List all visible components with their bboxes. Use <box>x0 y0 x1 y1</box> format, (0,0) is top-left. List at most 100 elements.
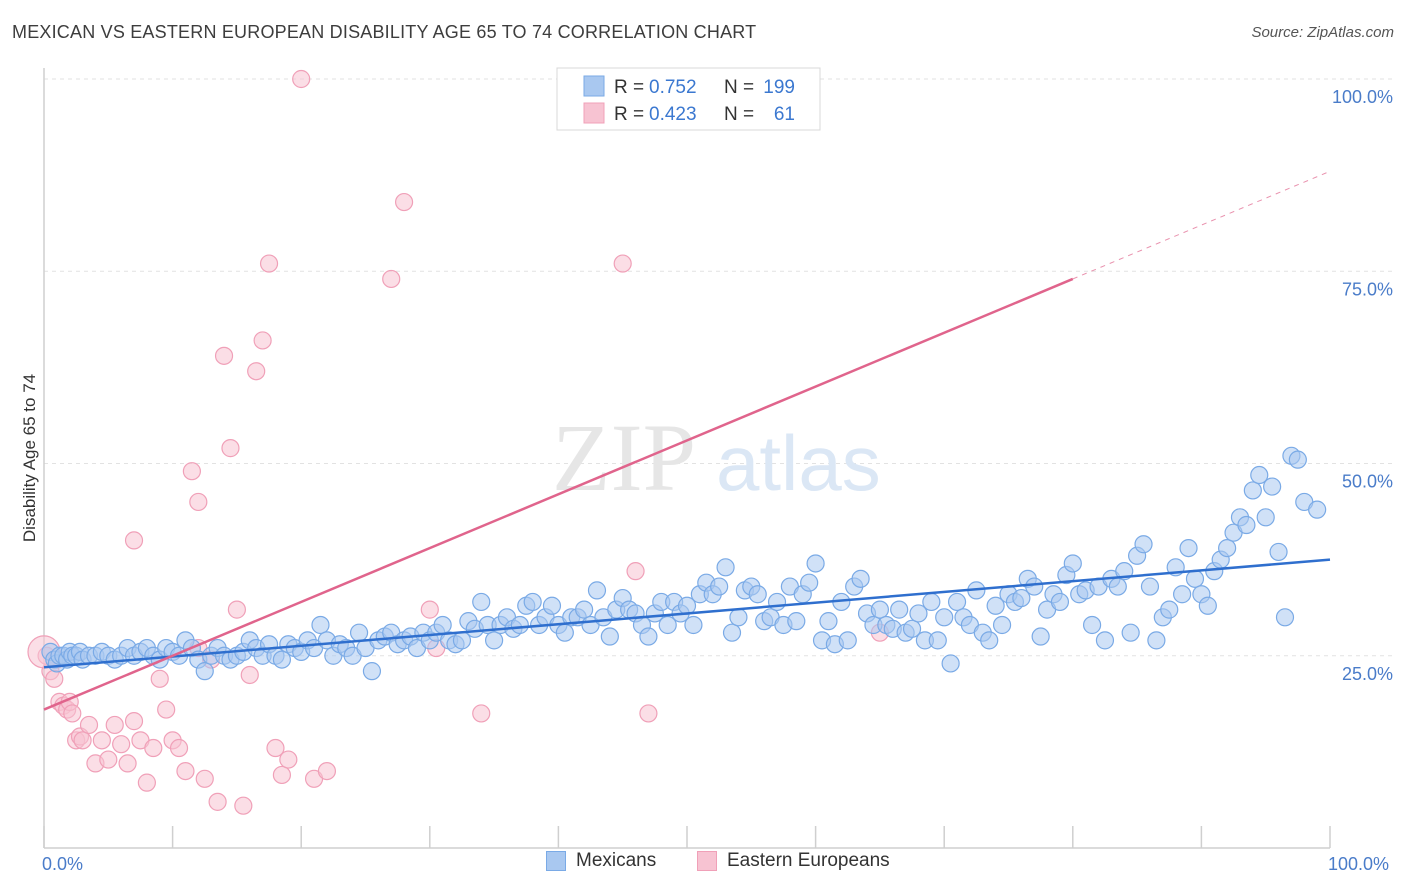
point-mexicans-111 <box>722 623 742 642</box>
point-eastern-europeans-52 <box>613 254 632 273</box>
point-mexicans-55 <box>362 662 382 681</box>
stats-legend: R = 0.752 N = 199 R = 0.423 N = 61 <box>556 67 821 131</box>
legend-swatch-eastern-europeans <box>583 102 605 124</box>
point-mexicans-162 <box>1050 592 1070 612</box>
point-mexicans-194 <box>1256 508 1275 527</box>
legend-n-label-2: N = <box>724 104 754 125</box>
point-eastern-europeans-51 <box>472 704 491 723</box>
x-ticks <box>43 826 1331 848</box>
point-eastern-europeans-17 <box>112 735 131 754</box>
point-mexicans-173 <box>1121 623 1140 642</box>
point-mexicans-153 <box>992 615 1012 635</box>
x-tick-label-min: 0.0% <box>42 854 83 874</box>
point-eastern-europeans-26 <box>169 738 189 758</box>
point-mexicans-88 <box>575 600 594 619</box>
point-mexicans-164 <box>1063 554 1082 573</box>
point-eastern-europeans-12 <box>79 715 99 735</box>
trendline-mexicans <box>43 558 1331 669</box>
bottom-legend-eastern-europeans: Eastern Europeans <box>697 850 890 872</box>
point-eastern-europeans-37 <box>240 665 259 685</box>
point-mexicans-41 <box>272 650 292 669</box>
point-mexicans-192 <box>1243 481 1262 500</box>
point-eastern-europeans-36 <box>234 796 253 815</box>
point-mexicans-139 <box>902 619 922 638</box>
point-eastern-europeans-38 <box>247 362 266 381</box>
point-eastern-europeans-48 <box>394 192 414 212</box>
point-eastern-europeans-41 <box>266 738 285 758</box>
point-eastern-europeans-43 <box>279 750 298 769</box>
y-axis-label: Disability Age 65 to 74 <box>20 374 39 542</box>
point-eastern-europeans-49 <box>420 600 439 619</box>
point-mexicans-78 <box>510 615 529 635</box>
point-mexicans-143 <box>928 631 947 650</box>
point-eastern-europeans-16 <box>105 715 124 735</box>
point-eastern-europeans-53 <box>626 562 645 581</box>
bottom-legend-mexicans: Mexicans <box>546 850 656 872</box>
point-mexicans-72 <box>472 592 491 612</box>
point-mexicans-175 <box>1134 535 1153 554</box>
point-mexicans-169 <box>1095 631 1115 650</box>
point-eastern-europeans-23 <box>150 669 169 688</box>
point-mexicans-158 <box>1025 577 1044 596</box>
point-mexicans-181 <box>1173 585 1192 604</box>
point-mexicans-92 <box>600 627 619 646</box>
x-tick-label-max: 100.0% <box>1328 854 1389 874</box>
point-eastern-europeans-19 <box>124 712 144 731</box>
point-eastern-europeans-21 <box>137 773 156 792</box>
point-mexicans-193 <box>1250 465 1269 485</box>
point-mexicans-195 <box>1263 477 1282 496</box>
point-mexicans-115 <box>748 585 767 604</box>
point-mexicans-53 <box>349 623 369 642</box>
legend-swatch-mexicans <box>583 75 605 97</box>
point-mexicans-131 <box>851 569 870 588</box>
point-eastern-europeans-15 <box>99 750 118 769</box>
point-mexicans-179 <box>1160 600 1179 619</box>
point-mexicans-152 <box>986 596 1005 615</box>
point-mexicans-123 <box>800 573 819 592</box>
point-mexicans-110 <box>716 558 735 577</box>
point-eastern-europeans-39 <box>253 331 272 350</box>
point-eastern-europeans-8 <box>63 704 82 723</box>
point-eastern-europeans-11 <box>73 731 92 750</box>
point-mexicans-188 <box>1218 538 1237 558</box>
point-eastern-europeans-56 <box>124 531 144 550</box>
point-mexicans-29 <box>195 662 214 681</box>
point-mexicans-134 <box>870 600 890 619</box>
point-mexicans-124 <box>806 554 825 573</box>
bottom-legend-swatch-eastern-europeans <box>697 851 717 871</box>
point-mexicans-137 <box>890 600 909 619</box>
legend-n-value-1: 199 <box>763 77 795 98</box>
point-eastern-europeans-14 <box>92 731 111 750</box>
point-eastern-europeans-42 <box>272 765 292 785</box>
trendline-extension-eastern-europeans <box>1072 170 1331 280</box>
point-mexicans-144 <box>935 608 954 627</box>
point-mexicans-83 <box>542 596 562 615</box>
point-mexicans-145 <box>941 654 960 673</box>
point-mexicans-80 <box>523 592 542 612</box>
y-tick-label-100: 100.0% <box>1332 87 1393 107</box>
point-mexicans-146 <box>947 592 967 612</box>
point-mexicans-191 <box>1237 515 1256 535</box>
point-mexicans-142 <box>922 592 941 612</box>
point-mexicans-183 <box>1185 569 1205 588</box>
point-eastern-europeans-29 <box>189 492 208 512</box>
point-mexicans-199 <box>1288 450 1307 469</box>
point-eastern-europeans-2 <box>45 669 64 688</box>
point-eastern-europeans-27 <box>176 761 195 781</box>
chart-title: MEXICAN VS EASTERN EUROPEAN DISABILITY A… <box>12 22 757 42</box>
point-mexicans-185 <box>1198 596 1217 615</box>
point-eastern-europeans-46 <box>317 761 337 781</box>
watermark: ZIP atlas <box>552 404 881 511</box>
point-mexicans-176 <box>1140 577 1160 596</box>
point-eastern-europeans-28 <box>182 462 201 481</box>
point-mexicans-118 <box>767 592 787 612</box>
point-mexicans-201 <box>1308 500 1327 519</box>
point-mexicans-182 <box>1179 538 1198 558</box>
point-mexicans-151 <box>980 631 999 650</box>
legend-r-label-1: R = <box>614 77 644 98</box>
point-mexicans-121 <box>787 612 806 631</box>
point-mexicans-112 <box>729 608 748 627</box>
point-eastern-europeans-30 <box>195 769 214 788</box>
point-eastern-europeans-44 <box>292 69 311 89</box>
